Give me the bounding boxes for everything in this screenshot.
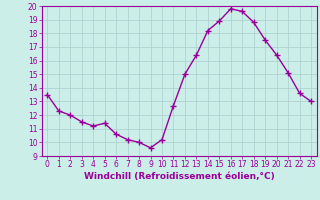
X-axis label: Windchill (Refroidissement éolien,°C): Windchill (Refroidissement éolien,°C) xyxy=(84,172,275,181)
